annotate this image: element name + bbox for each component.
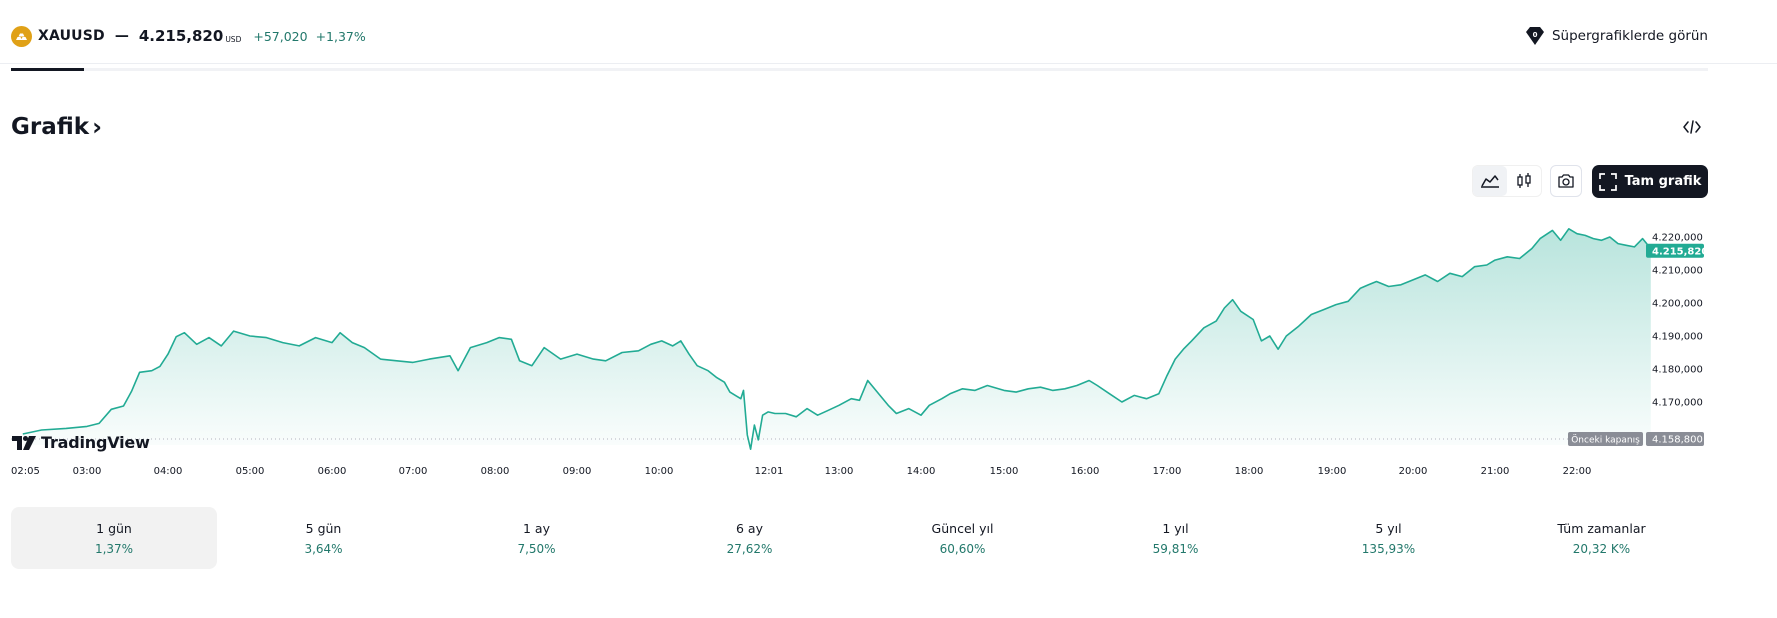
full-chart-label: Tam grafik — [1624, 174, 1702, 189]
y-tick-label: 4.200,000 — [1652, 299, 1703, 310]
previous-close-label: Önceki kapanış — [1571, 434, 1640, 445]
period-label: 1 gün — [96, 520, 132, 536]
y-tick-label: 4.190,000 — [1652, 332, 1703, 343]
price-area-fill — [22, 228, 1651, 450]
chart-type-selector — [1472, 165, 1542, 197]
x-tick-label: 08:00 — [481, 466, 510, 477]
tradingview-logo-text: TradingView — [41, 433, 150, 452]
period-tab[interactable]: 1 ay 7,50% — [430, 507, 643, 569]
period-change: 60,60% — [939, 541, 986, 556]
embed-code-icon — [1683, 120, 1701, 134]
period-label: 5 gün — [305, 520, 342, 536]
candlestick-icon — [1517, 173, 1531, 188]
price-change-absolute: +57,020 — [253, 28, 308, 44]
period-tab[interactable]: 6 ay 27,62% — [643, 507, 856, 569]
x-tick-label: 17:00 — [1153, 466, 1182, 477]
tradingview-logo: TradingView — [12, 433, 150, 452]
period-tab[interactable]: 5 yıl 135,93% — [1282, 507, 1495, 569]
x-tick-label: 04:00 — [154, 466, 183, 477]
x-tick-label: 12:01 — [755, 466, 784, 477]
last-price-label: 4.215,820 — [1652, 246, 1708, 257]
period-change: 59,81% — [1152, 541, 1199, 556]
y-tick-label: 4.210,000 — [1652, 266, 1703, 277]
x-tick-label: 21:00 — [1481, 466, 1510, 477]
chart-section-title-text: Grafik — [11, 114, 90, 140]
x-tick-label: 20:00 — [1399, 466, 1428, 477]
previous-close-value-tag — [1646, 431, 1704, 446]
period-change: 3,64% — [304, 541, 343, 556]
period-selector: 1 gün 1,37% 5 gün 3,64% 1 ay 7,50% 6 ay 27,62% G… — [11, 507, 1708, 569]
tab-strip — [11, 68, 1708, 71]
area-chart-button[interactable] — [1473, 166, 1507, 196]
gold-bar-icon — [11, 25, 32, 47]
x-tick-label: 18:00 — [1235, 466, 1264, 477]
price-chart[interactable]: 02:05 03:00 04:00 05:00 06:00 07:00 08:00 09:00… — [0, 200, 1720, 490]
x-tick-label: 07:00 — [399, 466, 428, 477]
previous-close-value: 4.158,800 — [1652, 434, 1703, 445]
symbol-row: XAUUSD — 4.215,820 USD +57,020 +1,37% — [11, 25, 374, 47]
price-change-percent: +1,37% — [315, 28, 366, 44]
supercharts-icon: 0 — [1525, 27, 1544, 45]
period-tab[interactable]: 1 yıl 59,81% — [1069, 507, 1282, 569]
x-tick-label: 22:00 — [1563, 466, 1592, 477]
period-label: 5 yıl — [1375, 520, 1402, 536]
period-label: Tüm zamanlar — [1557, 520, 1646, 536]
period-change: 1,37% — [94, 541, 134, 556]
chevron-right-icon: › — [92, 113, 102, 141]
snapshot-button[interactable] — [1550, 165, 1582, 197]
fullscreen-icon — [1598, 172, 1617, 191]
current-price: 4.215,820 — [138, 27, 224, 45]
period-tab[interactable]: 5 gün 3,64% — [217, 507, 430, 569]
area-chart-icon — [1481, 175, 1499, 188]
period-label: Güncel yıl — [931, 520, 994, 536]
x-tick-label: 09:00 — [563, 466, 592, 477]
period-change: 20,32 K% — [1572, 541, 1631, 556]
period-change: 7,50% — [517, 541, 556, 556]
period-tab[interactable]: Güncel yıl 60,60% — [856, 507, 1069, 569]
svg-text:0: 0 — [1533, 31, 1538, 39]
candlestick-button[interactable] — [1507, 166, 1541, 196]
x-tick-label: 14:00 — [907, 466, 936, 477]
header-divider — [0, 63, 1777, 64]
period-tab[interactable]: 1 gün 1,37% — [11, 507, 217, 569]
symbol-separator: — — [114, 28, 129, 44]
supercharts-button[interactable]: 0 Süpergrafiklerde görün — [1524, 24, 1708, 48]
tradingview-logo-icon — [12, 435, 36, 450]
x-tick-label: 05:00 — [236, 466, 265, 477]
supercharts-label: Süpergrafiklerde görün — [1551, 28, 1708, 44]
embed-button[interactable] — [1680, 115, 1704, 139]
x-tick-label: 19:00 — [1318, 466, 1347, 477]
symbol-header: XAUUSD — 4.215,820 USD +57,020 +1,37% 0 … — [0, 0, 1777, 70]
period-label: 1 yıl — [1162, 520, 1189, 536]
chart-section-title[interactable]: Grafik › — [11, 113, 102, 141]
tab-active-indicator — [11, 68, 84, 71]
x-tick-label: 16:00 — [1071, 466, 1100, 477]
y-tick-label: 4.170,000 — [1652, 398, 1703, 409]
x-tick-label: 10:00 — [645, 466, 674, 477]
period-label: 1 ay — [523, 520, 550, 536]
price-currency: USD — [225, 35, 242, 44]
previous-close-tag — [1568, 431, 1643, 446]
period-tab[interactable]: Tüm zamanlar 20,32 K% — [1495, 507, 1708, 569]
x-tick-label: 13:00 — [825, 466, 854, 477]
y-tick-label: 4.220,000 — [1652, 233, 1703, 244]
period-label: 6 ay — [736, 520, 763, 536]
y-tick-label: 4.180,000 — [1652, 365, 1703, 376]
x-tick-label: 15:00 — [990, 466, 1019, 477]
x-tick-label: 03:00 — [73, 466, 102, 477]
period-change: 27,62% — [726, 541, 773, 556]
x-tick-label: 06:00 — [318, 466, 347, 477]
last-price-tag — [1646, 243, 1704, 258]
full-chart-button[interactable]: Tam grafik — [1592, 165, 1708, 198]
price-line — [22, 228, 1652, 450]
x-tick-label: 02:05 — [11, 466, 40, 477]
symbol-name: XAUUSD — [38, 28, 105, 44]
period-change: 135,93% — [1361, 541, 1416, 556]
camera-icon — [1558, 174, 1574, 188]
